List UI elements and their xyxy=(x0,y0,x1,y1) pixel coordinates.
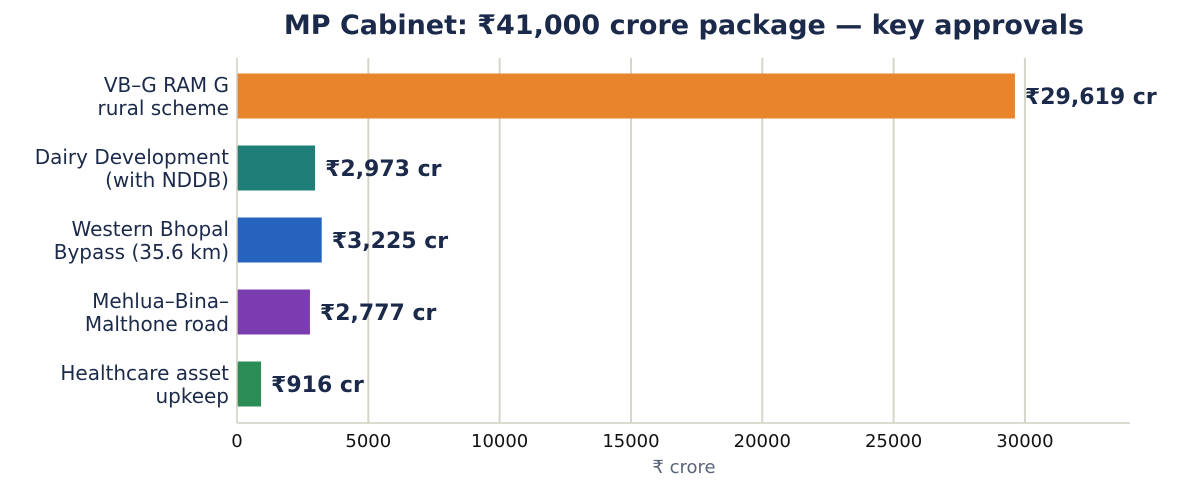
category-label: Western Bhopal Bypass (35.6 km) xyxy=(54,217,229,264)
category-label: Mehlua–Bina– Malthone road xyxy=(85,289,229,336)
chart-title: MP Cabinet: ₹41,000 crore package — key … xyxy=(284,10,1084,41)
x-tick-label: 0 xyxy=(231,431,242,452)
bar xyxy=(237,145,316,191)
bar xyxy=(237,217,322,263)
data-label: ₹3,225 cr xyxy=(332,229,449,254)
data-label: ₹2,973 cr xyxy=(325,157,442,182)
x-tick-label: 20000 xyxy=(734,431,791,452)
x-tick-label: 30000 xyxy=(996,431,1053,452)
x-tick-label: 25000 xyxy=(865,431,922,452)
data-label: ₹916 cr xyxy=(271,373,364,398)
data-label: ₹2,777 cr xyxy=(320,301,437,326)
bar xyxy=(237,289,310,335)
category-label: Healthcare asset upkeep xyxy=(60,361,229,408)
x-tick-label: 15000 xyxy=(602,431,659,452)
x-tick-label: 10000 xyxy=(471,431,528,452)
x-tick-label: 5000 xyxy=(345,431,391,452)
data-label: ₹29,619 cr xyxy=(1025,85,1157,110)
bar xyxy=(237,361,262,407)
bar xyxy=(237,73,1015,119)
x-axis-title: ₹ crore xyxy=(652,457,715,478)
category-label: Dairy Development (with NDDB) xyxy=(35,145,229,192)
